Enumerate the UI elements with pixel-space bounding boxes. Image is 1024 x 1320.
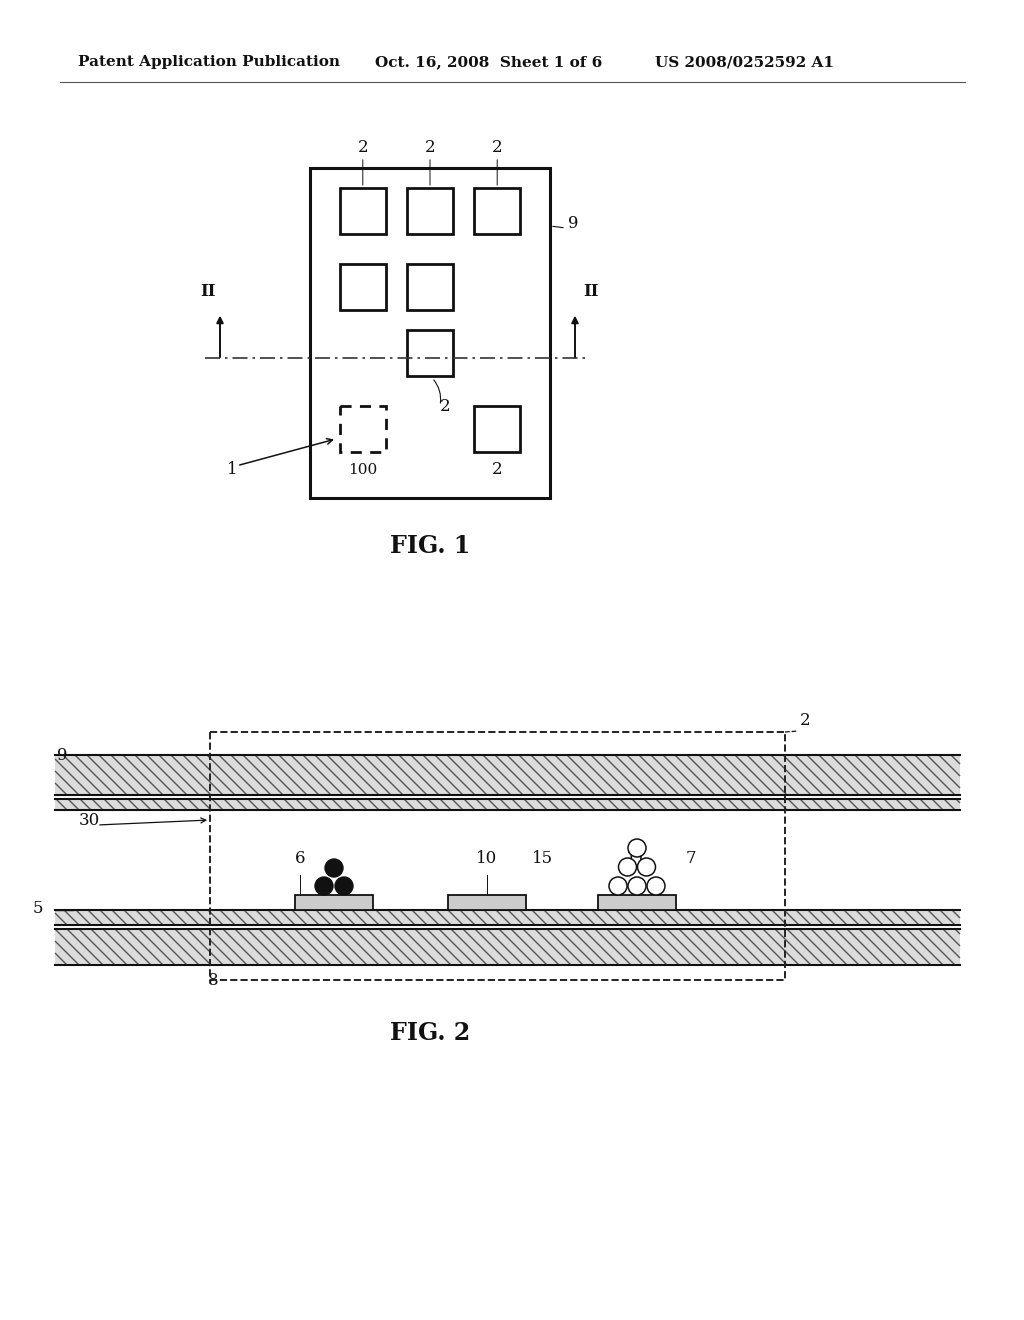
Text: FIG. 1: FIG. 1 [390, 535, 470, 558]
Bar [310, 168, 550, 498]
Circle shape [609, 876, 627, 895]
Circle shape [647, 876, 665, 895]
Text: Patent Application Publication: Patent Application Publication [78, 55, 340, 69]
Text: 2: 2 [492, 139, 503, 156]
Bar [210, 733, 785, 979]
Text: 100: 100 [348, 463, 378, 477]
Text: II: II [584, 282, 599, 300]
Bar [407, 264, 453, 310]
Text: FIG. 2: FIG. 2 [390, 1020, 470, 1045]
Bar [340, 264, 386, 310]
Circle shape [335, 876, 353, 895]
Circle shape [638, 858, 655, 876]
Circle shape [628, 840, 646, 857]
Text: 2: 2 [425, 139, 435, 156]
Text: 11: 11 [627, 850, 647, 867]
Bar [407, 187, 453, 234]
Bar [474, 405, 520, 451]
Text: 9: 9 [57, 747, 68, 764]
Text: 1: 1 [226, 461, 238, 478]
Text: US 2008/0252592 A1: US 2008/0252592 A1 [655, 55, 834, 69]
Bar [407, 330, 453, 376]
Bar [55, 755, 961, 795]
Bar [474, 187, 520, 234]
Bar [449, 895, 526, 909]
Bar [55, 929, 961, 965]
Text: 30: 30 [79, 812, 100, 829]
Bar [340, 405, 386, 451]
Text: 2: 2 [440, 397, 451, 414]
Text: 8: 8 [208, 972, 218, 989]
Text: 2: 2 [800, 711, 811, 729]
Bar [340, 187, 386, 234]
Text: Oct. 16, 2008  Sheet 1 of 6: Oct. 16, 2008 Sheet 1 of 6 [375, 55, 602, 69]
Text: 15: 15 [531, 850, 553, 867]
Bar [295, 895, 373, 909]
Text: II: II [201, 282, 216, 300]
Circle shape [628, 876, 646, 895]
Text: 9: 9 [568, 215, 579, 232]
Text: 6: 6 [295, 850, 305, 867]
Text: 5: 5 [33, 900, 43, 917]
Text: 2: 2 [357, 139, 368, 156]
Circle shape [315, 876, 333, 895]
Circle shape [325, 859, 343, 876]
Text: 10: 10 [476, 850, 498, 867]
Circle shape [618, 858, 637, 876]
Bar [55, 799, 961, 810]
Text: 7: 7 [686, 850, 696, 867]
Bar [55, 909, 961, 925]
Text: 2: 2 [492, 461, 503, 478]
Bar [598, 895, 676, 909]
